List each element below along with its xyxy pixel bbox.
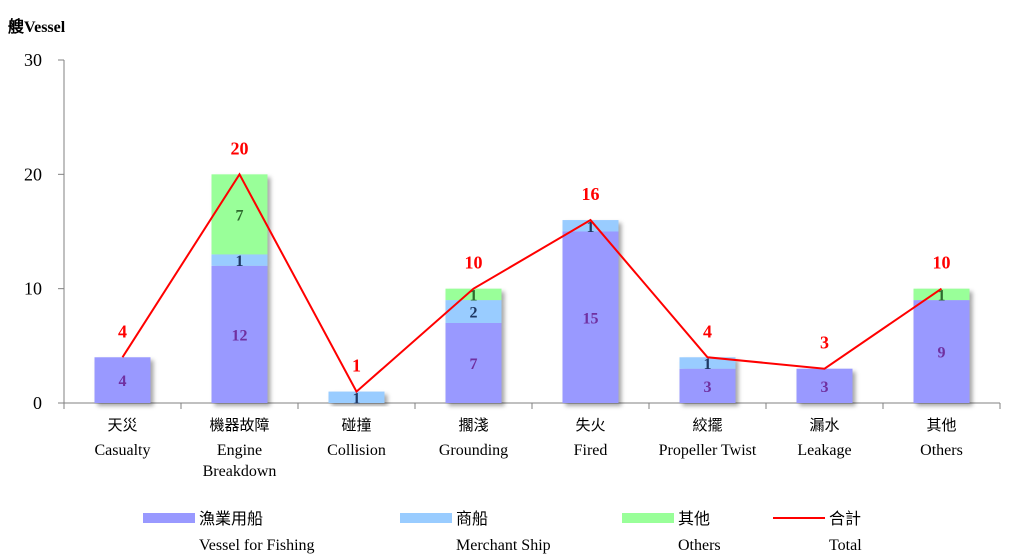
y-tick-label: 30 — [24, 50, 42, 70]
x-label-en: Propeller Twist — [659, 442, 757, 459]
bar-stack — [562, 220, 619, 403]
bar-stack — [796, 368, 853, 403]
bar-segment — [679, 357, 736, 369]
x-label-zh: 碰撞 — [341, 416, 371, 434]
legend-label-en: Others — [678, 537, 721, 554]
legend-swatch — [143, 513, 195, 523]
legend-swatch — [400, 513, 452, 523]
bar-value-label: 12 — [232, 327, 248, 344]
x-label-en: Breakdown — [203, 463, 277, 480]
legend: 漁業用船 Vessel for Fishing 商船 Merchant Ship 其他 O… — [143, 510, 862, 554]
total-value-label: 4 — [118, 321, 127, 341]
x-axis-labels: 天災 Casualty 機器故障 Engine Breakdown 碰撞 Collision… — [95, 416, 963, 480]
bar-value-label: 7 — [470, 356, 478, 373]
bar-value-label: 4 — [119, 373, 127, 390]
total-value-label: 1 — [352, 356, 361, 376]
bar-value-label: 1 — [236, 253, 244, 270]
bar-segment — [445, 300, 502, 323]
bar-segment — [445, 322, 502, 403]
bar-segment — [796, 368, 853, 403]
legend-label-en: Vessel for Fishing — [199, 537, 315, 554]
y-tick-label: 20 — [24, 164, 42, 184]
x-label-zh: 絞擺 — [692, 416, 722, 434]
bar-stack — [328, 391, 385, 403]
y-axis-title: 艘Vessel — [8, 17, 66, 36]
bar-value-label: 3 — [704, 379, 712, 396]
legend-label-en: Total — [829, 537, 862, 554]
total-value-label: 10 — [933, 253, 951, 273]
legend-label-zh: 商船 — [456, 510, 488, 528]
x-label-en: Grounding — [439, 442, 508, 459]
bar-stack — [94, 357, 151, 403]
bar-value-label: 1 — [470, 287, 478, 304]
bar-segment — [913, 300, 970, 403]
bar-segment — [211, 174, 268, 255]
x-label-en: Fired — [574, 442, 608, 459]
legend-label-en: Merchant Ship — [456, 537, 551, 554]
x-label-en: Collision — [327, 442, 386, 459]
axes: 0 10 20 30 — [24, 50, 1001, 413]
bar-value-label: 3 — [821, 379, 829, 396]
x-label-en: Leakage — [797, 442, 851, 459]
bars — [94, 174, 970, 403]
bar-value-label: 1 — [587, 219, 595, 236]
total-value-label: 16 — [582, 184, 600, 204]
bar-value-label: 1 — [353, 390, 361, 407]
bar-value-label: 1 — [704, 356, 712, 373]
bar-segment — [328, 391, 385, 403]
bar-segment — [913, 288, 970, 301]
x-label-zh: 機器故障 — [209, 416, 269, 434]
x-label-zh: 擱淺 — [458, 417, 488, 434]
y-tick-label: 0 — [33, 393, 42, 413]
total-value-label: 10 — [465, 253, 483, 273]
bar-value-label: 1 — [938, 287, 946, 304]
bar-segment — [211, 254, 268, 266]
x-label-en: Others — [920, 442, 963, 459]
bar-value-label: 2 — [470, 305, 478, 322]
x-label-zh: 漏水 — [809, 417, 839, 434]
bar-segment — [94, 357, 151, 403]
legend-label-zh: 合計 — [829, 510, 861, 528]
x-label-zh: 失火 — [575, 417, 605, 434]
legend-swatch — [622, 513, 674, 523]
bar-segment — [562, 231, 619, 403]
x-label-en: Casualty — [95, 442, 151, 459]
bar-segment — [211, 265, 268, 403]
x-label-zh: 天災 — [107, 418, 137, 434]
legend-label-zh: 漁業用船 — [199, 510, 263, 528]
total-line — [121, 172, 943, 394]
bar-value-label: 15 — [583, 310, 599, 327]
bar-stack — [211, 174, 268, 403]
x-label-zh: 其他 — [926, 417, 956, 434]
x-label-en: Engine — [217, 442, 262, 459]
bar-value-label: 7 — [236, 207, 244, 224]
total-value-label: 4 — [703, 321, 712, 341]
bar-stack — [913, 288, 970, 403]
bar-stack — [445, 288, 502, 403]
total-line-layer: 4 20 1 10 16 4 3 10 — [118, 138, 951, 394]
y-tick-label: 10 — [24, 279, 42, 299]
bar-stack — [679, 357, 736, 403]
bar-segment — [562, 220, 619, 232]
bar-segment — [445, 288, 502, 301]
bar-value-label: 9 — [938, 345, 946, 362]
total-value-label: 3 — [820, 333, 829, 353]
legend-label-zh: 其他 — [678, 510, 710, 528]
total-value-label: 20 — [231, 138, 249, 158]
bar-segment — [679, 368, 736, 403]
